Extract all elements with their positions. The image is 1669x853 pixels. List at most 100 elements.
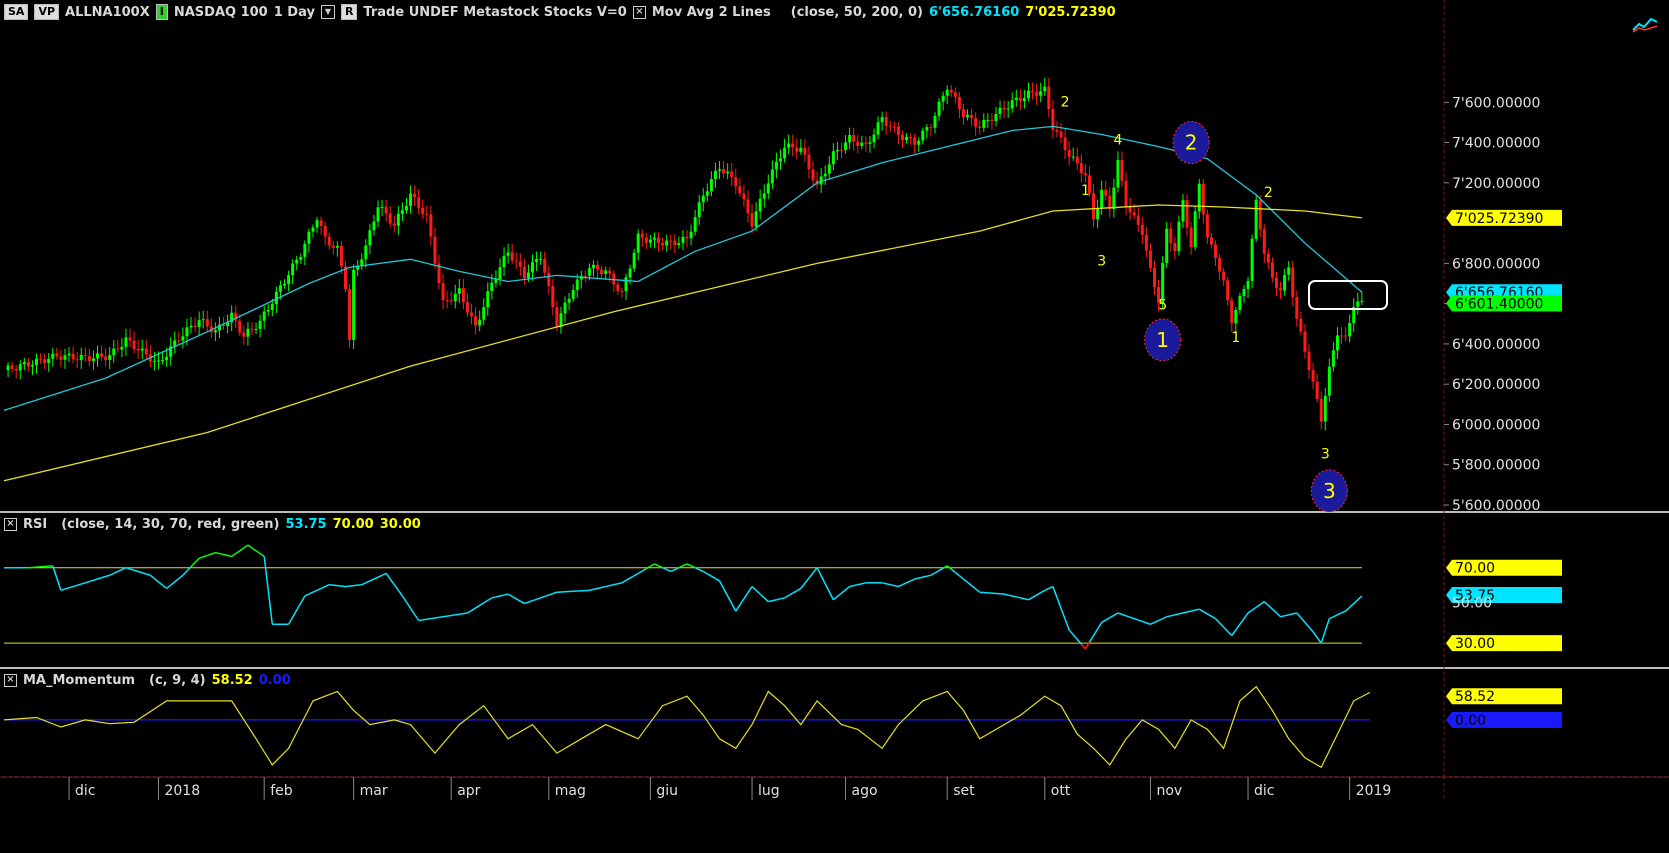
momentum-value: 58.52 <box>211 672 253 688</box>
value-tag: 6'601.40000 <box>1455 296 1543 312</box>
close-indicator-icon[interactable]: × <box>632 5 646 19</box>
momentum-tag-bg <box>1446 711 1562 728</box>
candle-body <box>766 183 770 194</box>
x-tick-label: apr <box>457 783 480 799</box>
candle-body <box>165 356 169 360</box>
candle-body <box>905 137 909 140</box>
candle-body <box>831 151 835 165</box>
candle-body <box>762 193 766 199</box>
rsi-segment <box>650 563 655 567</box>
rsi-segment <box>1150 621 1155 625</box>
candle-body <box>734 177 738 187</box>
rsi-segment <box>1267 604 1273 610</box>
rsi-segment <box>1113 612 1119 616</box>
candle-body <box>1148 250 1152 268</box>
candle-body <box>961 109 965 118</box>
i-tag[interactable]: I <box>155 4 168 20</box>
candle-body <box>1059 131 1063 138</box>
rsi-segment <box>455 613 460 616</box>
candle-body <box>87 356 91 361</box>
rsi-segment <box>718 580 725 589</box>
sa-tag[interactable]: SA <box>4 4 29 20</box>
candle-body <box>563 302 567 314</box>
interval-dropdown-icon[interactable]: ▼ <box>320 5 335 19</box>
candle-body <box>990 119 994 121</box>
rsi-segment <box>503 593 509 596</box>
candle-body <box>30 365 34 367</box>
momentum-tag: 0.00 <box>1455 713 1486 729</box>
candle-body <box>1067 150 1071 157</box>
candle-body <box>587 268 591 276</box>
candle-body <box>852 134 856 142</box>
rsi-segment <box>1101 619 1107 624</box>
candle-body <box>242 332 246 337</box>
candle-body <box>177 340 181 342</box>
rsi-segment <box>1133 617 1139 621</box>
rsi-segment <box>463 612 468 615</box>
rsi-segment <box>1223 626 1229 632</box>
candle-body <box>1201 183 1205 215</box>
rsi-segment <box>828 591 835 601</box>
candle-body <box>283 283 287 286</box>
rsi-segment <box>162 584 168 590</box>
candle-body <box>132 340 136 349</box>
candle-body <box>1262 229 1266 254</box>
candle-body <box>441 283 445 301</box>
rsi-segment <box>215 551 220 555</box>
candle-body <box>1230 300 1234 324</box>
candle-body <box>35 358 39 366</box>
rsi-segment <box>1207 613 1212 617</box>
candle-body <box>616 284 620 291</box>
candle-body <box>559 313 563 328</box>
close-momentum-icon[interactable]: × <box>4 673 17 687</box>
candle-body <box>384 206 388 214</box>
rsi-segment <box>373 576 379 580</box>
rsi-segment <box>605 584 610 588</box>
candle-body <box>596 264 600 270</box>
close-rsi-icon[interactable]: × <box>4 517 17 531</box>
candle-body <box>783 147 787 159</box>
candle-body <box>1238 295 1242 311</box>
candle-body <box>189 325 193 328</box>
rsi-segment <box>479 602 485 607</box>
y-tick-label: 6'800.00000 <box>1452 256 1540 272</box>
x-tick-label: ott <box>1051 783 1071 799</box>
candle-body <box>591 264 595 269</box>
chart-settings-icon[interactable] <box>1631 14 1659 34</box>
rsi-segment <box>853 583 858 587</box>
rsi-segment <box>645 565 651 570</box>
candle-body <box>937 101 941 116</box>
rsi-segment <box>1284 614 1289 617</box>
symbol-label[interactable]: ALLNA100X <box>65 4 150 20</box>
rsi-segment <box>1312 631 1318 638</box>
candle-body <box>348 289 352 340</box>
candle-body <box>278 285 282 292</box>
rsi-segment <box>101 575 106 579</box>
rsi-segment <box>886 583 891 586</box>
x-tick-label: feb <box>270 783 293 799</box>
candle-body <box>10 365 14 369</box>
candle-body <box>888 125 892 127</box>
rsi-tag-bg <box>1446 635 1562 652</box>
rsi-segment <box>251 547 257 552</box>
candle-body <box>1279 287 1283 291</box>
candle-body <box>152 360 156 362</box>
candle-body <box>945 89 949 96</box>
rsi-segment <box>320 585 326 590</box>
candle-body <box>628 268 632 278</box>
vp-tag[interactable]: VP <box>34 4 60 20</box>
rsi-segment <box>796 587 802 592</box>
rsi-segment <box>544 594 550 598</box>
rsi-segment <box>235 550 241 555</box>
candle-body <box>360 259 364 266</box>
candle-body <box>681 236 685 244</box>
candle-body <box>1031 90 1035 93</box>
rsi-lower: 30.00 <box>379 516 421 532</box>
r-tag[interactable]: R <box>340 4 358 20</box>
rsi-segment <box>1162 616 1168 620</box>
candle-body <box>827 164 831 174</box>
candle-body <box>1283 274 1287 291</box>
x-tick-label: giu <box>656 783 678 799</box>
rsi-segment <box>625 577 631 582</box>
